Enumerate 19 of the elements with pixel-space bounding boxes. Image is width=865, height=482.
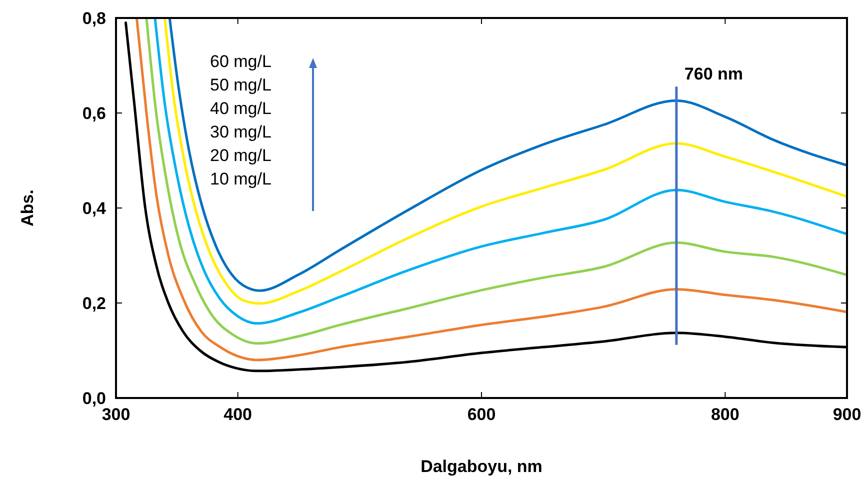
y-tick-label: 0,6 [82,104,106,123]
y-tick-label: 0,2 [82,294,106,313]
y-tick-label: 0,8 [82,9,106,28]
x-tick-label: 300 [102,405,130,424]
y-tick-label: 0,4 [82,199,107,218]
x-tick-label: 900 [832,405,862,424]
x-tick-label: 600 [467,405,496,424]
annotation: 50 mg/L [210,76,272,94]
x-axis-title: Dalgaboyu, nm [420,457,542,476]
annotation: 20 mg/L [210,146,272,165]
y-axis-title: Abs. [18,190,37,226]
annotation: 40 mg/L [210,99,272,118]
x-tick-label: 400 [224,405,252,424]
x-tick-label: 800 [710,405,740,424]
y-tick-label: 0,0 [82,389,106,408]
annotation: 10 mg/L [210,170,272,188]
ref-line-label: 760 nm [684,64,744,84]
annotation: 30 mg/L [210,122,272,142]
annotation: 60 mg/L [210,52,272,71]
